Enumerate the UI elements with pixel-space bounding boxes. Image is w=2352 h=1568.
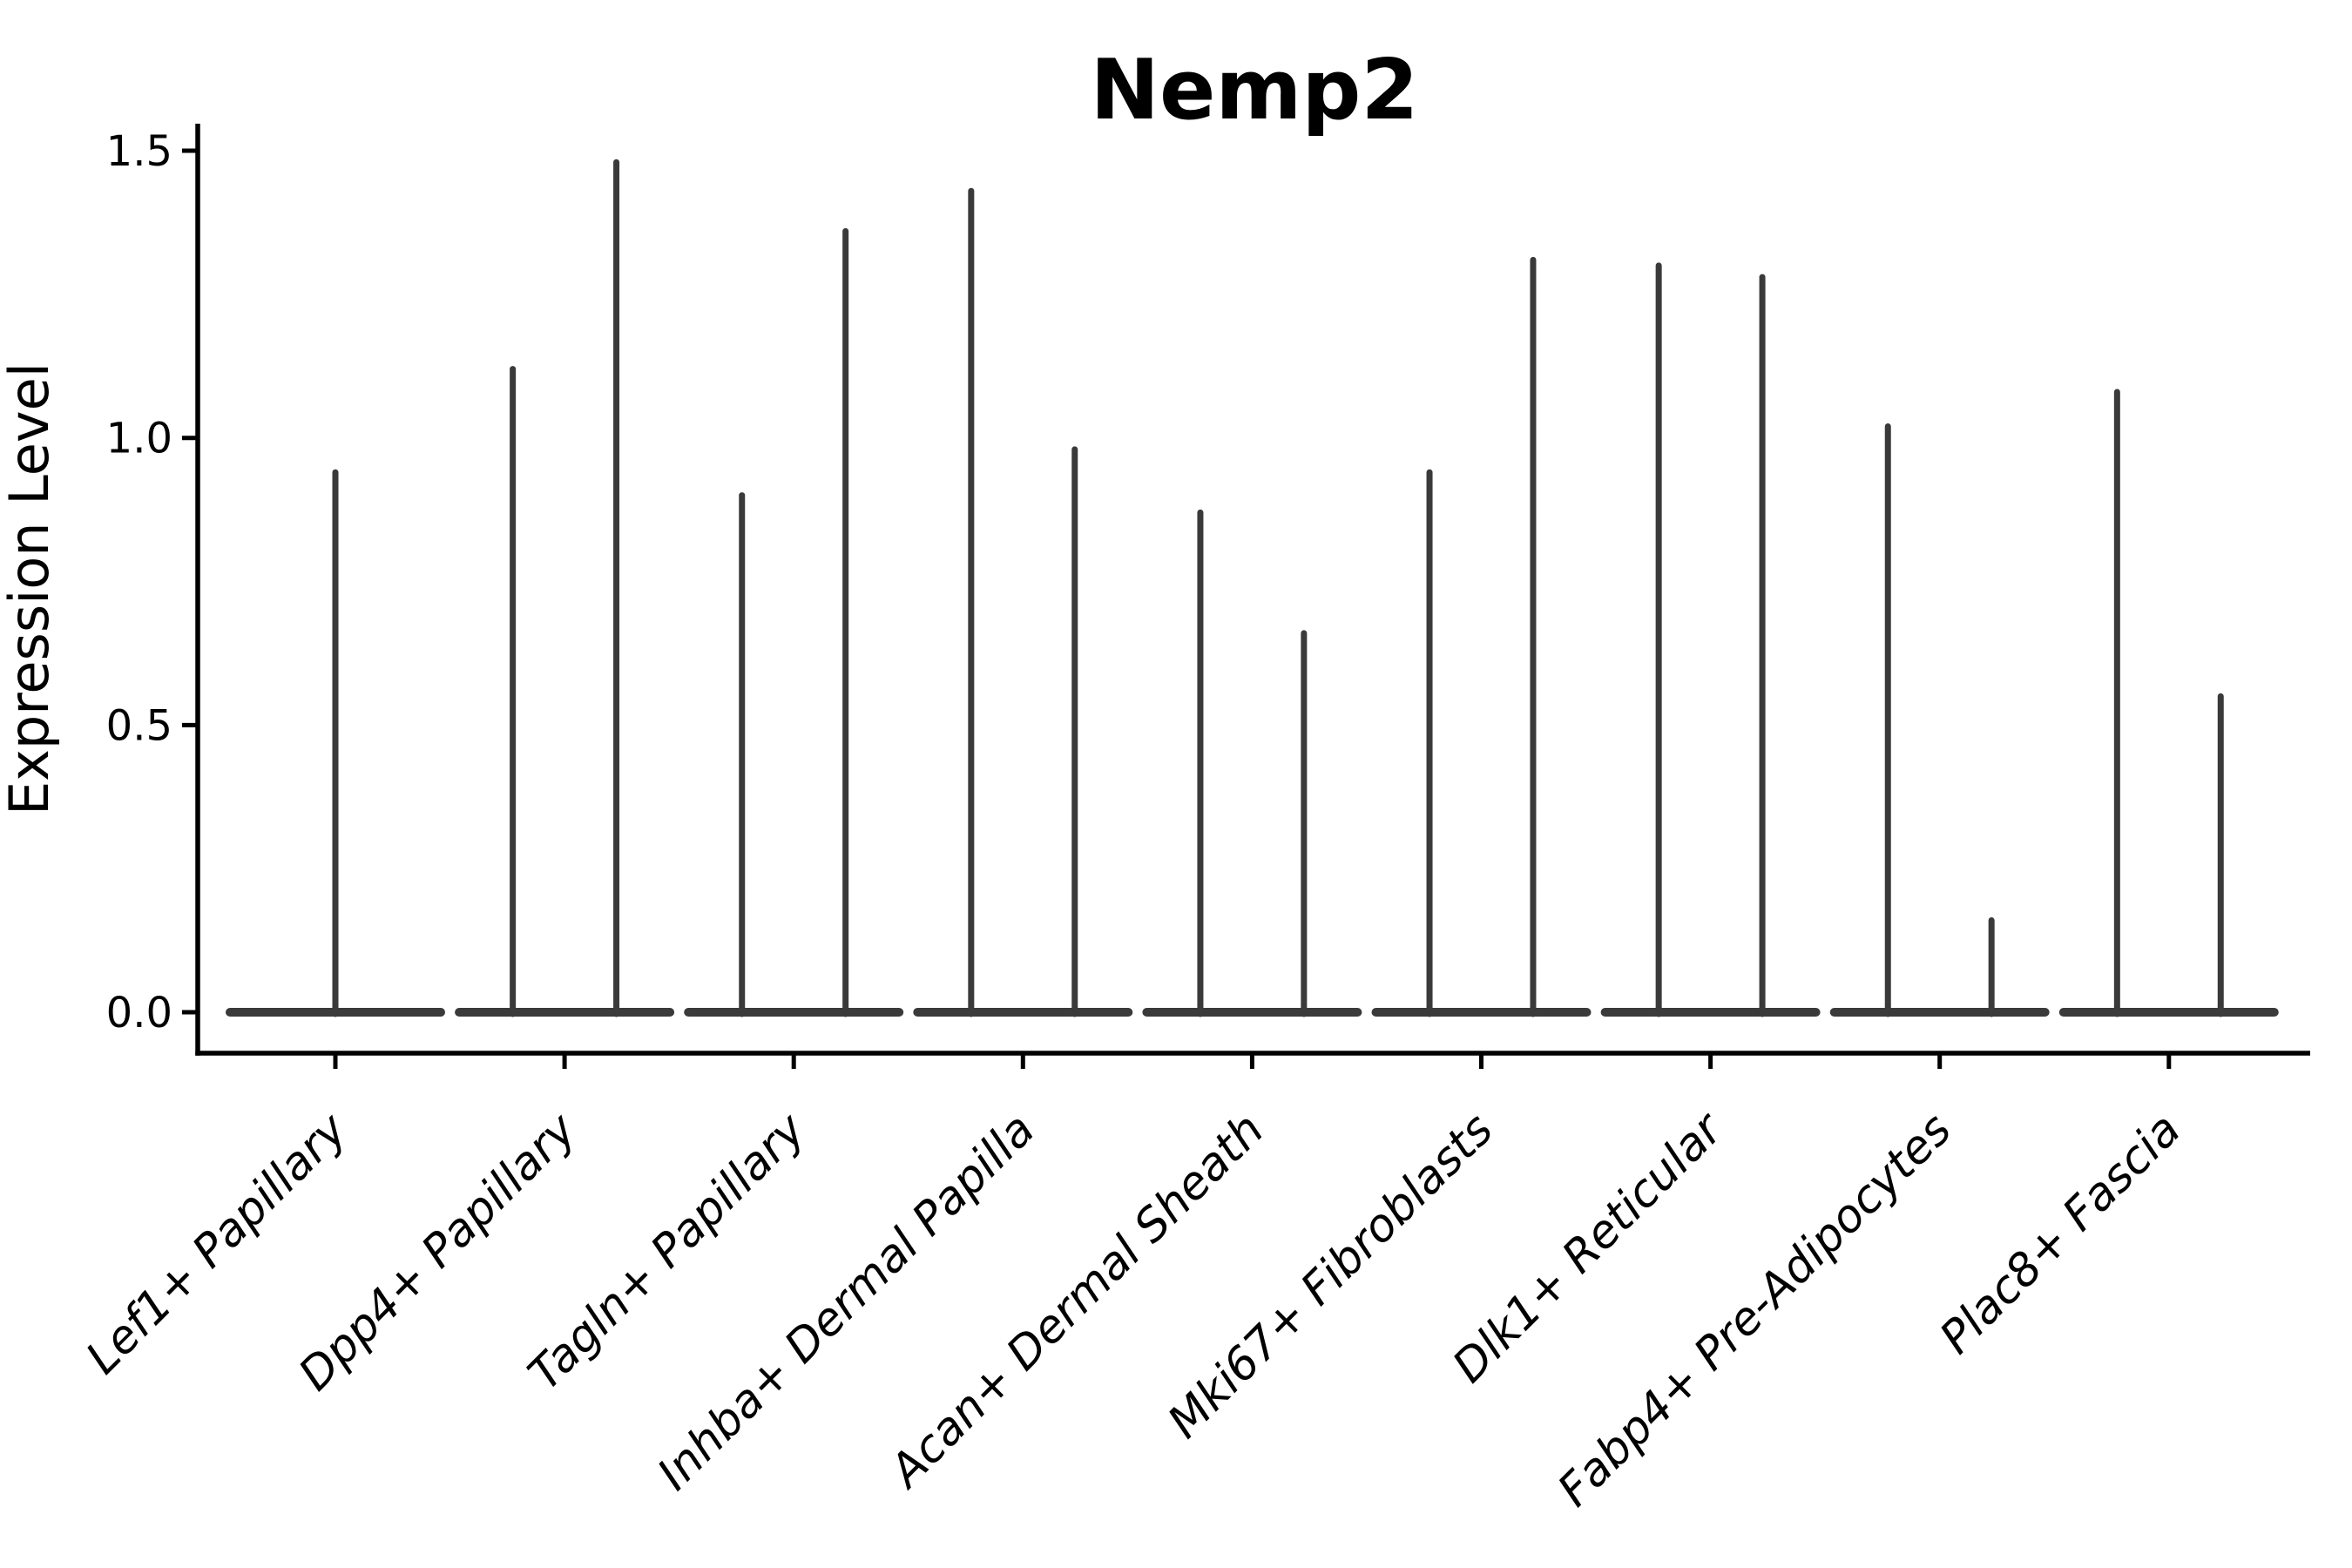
x-tick-label: Acan+ Dermal Sheath xyxy=(879,1104,1274,1499)
y-axis-label: Expression Level xyxy=(0,362,61,815)
chart-title: Nemp2 xyxy=(1090,43,1418,139)
y-tick-label: 1.0 xyxy=(106,415,172,463)
y-tick-label: 1.5 xyxy=(106,127,172,176)
y-tick-label: 0.5 xyxy=(106,701,172,750)
y-tick-label: 0.0 xyxy=(106,989,172,1037)
x-tick-label: Plac8+ Fascia xyxy=(1930,1104,2191,1364)
x-tick-label: Inhba+ Dermal Papilla xyxy=(648,1104,1045,1501)
x-tick-label: Fabp4+ Pre-Adipocytes xyxy=(1548,1104,1962,1517)
